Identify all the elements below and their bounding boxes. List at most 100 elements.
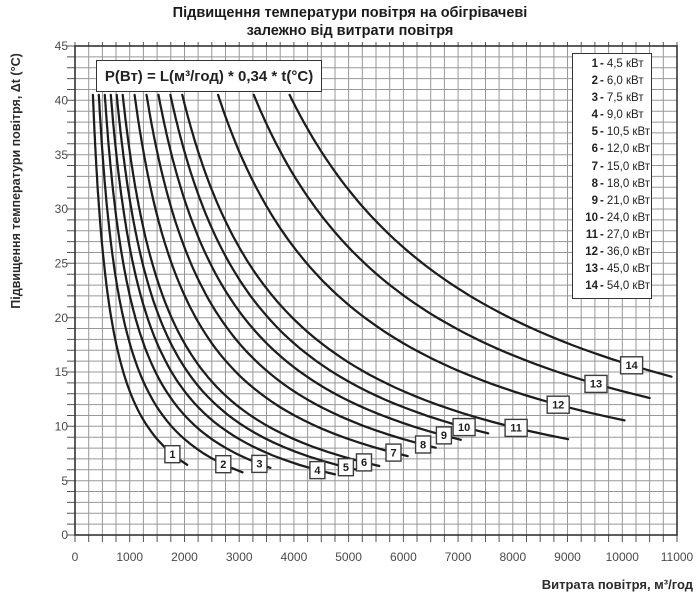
curve-label-11: 11 bbox=[510, 423, 522, 435]
legend-item-number: 1 bbox=[591, 58, 598, 70]
curve-4 bbox=[109, 93, 337, 476]
x-tick-label: 9000 bbox=[554, 550, 581, 564]
curve-label-box-11 bbox=[504, 418, 528, 438]
legend-item-value: 27,0 кВт bbox=[606, 228, 651, 241]
legend-item-value: 15,0 кВт bbox=[606, 160, 651, 173]
curves bbox=[91, 93, 673, 476]
legend-item-separator: - bbox=[600, 211, 604, 224]
legend-item-value: 36,0 кВт bbox=[606, 246, 651, 259]
legend-item-2: 2-6,0 кВт bbox=[577, 75, 651, 92]
chart-title-line2: залежно від витрати повітря bbox=[246, 23, 454, 39]
x-tick-label: 7000 bbox=[445, 550, 472, 564]
curve-label-7: 7 bbox=[390, 447, 396, 459]
y-tick-label: 15 bbox=[55, 365, 69, 379]
legend-item-separator: - bbox=[600, 177, 604, 190]
curve-label-box-14 bbox=[619, 356, 644, 375]
curve-label-box-12 bbox=[546, 395, 570, 414]
curve-label-box-3 bbox=[251, 454, 268, 474]
legend-item-4: 4-9,0 кВт bbox=[577, 109, 651, 126]
y-tick-label: 5 bbox=[61, 474, 68, 488]
legend-item-value: 12,0 кВт bbox=[606, 143, 651, 156]
curve-label-6: 6 bbox=[361, 457, 367, 469]
legend-item-value: 10,5 кВт bbox=[606, 126, 651, 139]
curve-6 bbox=[121, 93, 381, 468]
legend-item-3: 3-7,5 кВт bbox=[577, 92, 651, 109]
legend-item-number: 3 bbox=[591, 92, 598, 105]
axis-ticks bbox=[67, 42, 678, 542]
x-tick-label: 6000 bbox=[390, 550, 417, 564]
curve-label-box-4 bbox=[309, 460, 326, 480]
legend-item-value: 9,0 кВт bbox=[606, 109, 644, 122]
legend-item-separator: - bbox=[600, 228, 604, 241]
legend-item-7: 7-15,0 кВт bbox=[577, 161, 651, 178]
legend-item-separator: - bbox=[600, 263, 604, 276]
legend-item-number: 2 bbox=[591, 75, 598, 88]
curve-label-9: 9 bbox=[441, 430, 447, 442]
curve-14 bbox=[288, 93, 673, 378]
legend-item-number: 11 bbox=[585, 228, 598, 241]
legend-item-number: 9 bbox=[591, 194, 598, 207]
x-tick-label: 11000 bbox=[661, 550, 694, 564]
legend-item-separator: - bbox=[600, 246, 604, 259]
curve-11 bbox=[181, 93, 570, 441]
x-tick-label: 8000 bbox=[499, 550, 526, 564]
curve-label-8: 8 bbox=[420, 439, 426, 451]
curve-label-box-13 bbox=[584, 374, 608, 394]
curve-label-14: 14 bbox=[625, 360, 638, 372]
legend-item-10: 10-24,0 кВт bbox=[577, 212, 651, 229]
curve-label-box-2 bbox=[215, 455, 232, 474]
curve-9 bbox=[157, 93, 462, 441]
x-tick-label: 10000 bbox=[606, 550, 640, 564]
legend-item-value: 45,0 кВт bbox=[606, 263, 651, 276]
curve-7 bbox=[133, 93, 409, 458]
x-tick-label: 4000 bbox=[281, 550, 308, 564]
y-tick-label: 0 bbox=[61, 528, 68, 542]
curve-label-box-8 bbox=[414, 435, 432, 454]
legend-item-9: 9-21,0 кВт bbox=[577, 195, 651, 212]
legend-item-separator: - bbox=[600, 280, 604, 293]
legend-item-value: 24,0 кВт bbox=[606, 211, 651, 224]
legend-item-separator: - bbox=[600, 75, 604, 88]
legend: 1-4,5 кВт 2-6,0 кВт 3-7,5 кВт 4-9,0 кВт 5-10… bbox=[572, 53, 652, 299]
legend-item-value: 7,5 кВт bbox=[606, 92, 644, 105]
x-tick-label: 5000 bbox=[335, 550, 362, 564]
legend-item-value: 6,0 кВт bbox=[606, 75, 644, 88]
legend-item-separator: - bbox=[600, 109, 604, 122]
y-tick-label: 20 bbox=[55, 311, 69, 325]
x-tick-label: 3000 bbox=[226, 550, 253, 564]
y-tick-label: 25 bbox=[55, 257, 69, 271]
legend-item-value: 18,0 кВт bbox=[606, 177, 651, 190]
curve-label-box-9 bbox=[435, 426, 453, 445]
legend-item-14: 14-54,0 кВт bbox=[577, 280, 651, 297]
legend-item-separator: - bbox=[600, 143, 604, 156]
legend-item-number: 10 bbox=[585, 211, 598, 224]
legend-item-number: 13 bbox=[585, 263, 598, 276]
legend-item-5: 5-10,5 кВт bbox=[577, 126, 651, 143]
tick-marks bbox=[67, 42, 678, 542]
curve-8 bbox=[145, 93, 437, 449]
y-tick-label: 30 bbox=[55, 202, 69, 216]
curve-label-12: 12 bbox=[552, 400, 564, 412]
x-axis-title: Витрата повітря, м³/год bbox=[541, 577, 693, 592]
curve-12 bbox=[216, 93, 626, 422]
curve-3 bbox=[103, 93, 272, 470]
legend-item-8: 8-18,0 кВт bbox=[577, 178, 651, 195]
curve-label-1: 1 bbox=[169, 449, 175, 461]
legend-item-11: 11-27,0 кВт bbox=[577, 229, 651, 246]
curve-5 bbox=[115, 93, 361, 472]
y-tick-label: 10 bbox=[55, 420, 69, 434]
legend-item-13: 13-45,0 кВт bbox=[577, 263, 651, 280]
chart-title-line1: Підвищення температури повітря на обігрі… bbox=[172, 5, 528, 21]
legend-item-12: 12-36,0 кВт bbox=[577, 246, 651, 263]
legend-item-separator: - bbox=[600, 92, 604, 105]
legend-item-number: 6 bbox=[591, 143, 598, 156]
x-tick-label: 1000 bbox=[116, 550, 143, 564]
curve-13 bbox=[252, 93, 651, 400]
curve-10 bbox=[169, 93, 490, 435]
legend-item-number: 8 bbox=[591, 177, 598, 190]
y-tick-label: 45 bbox=[55, 39, 69, 53]
legend-item-number: 14 bbox=[585, 280, 598, 293]
legend-item-1: 1-4,5 кВт bbox=[577, 58, 651, 75]
